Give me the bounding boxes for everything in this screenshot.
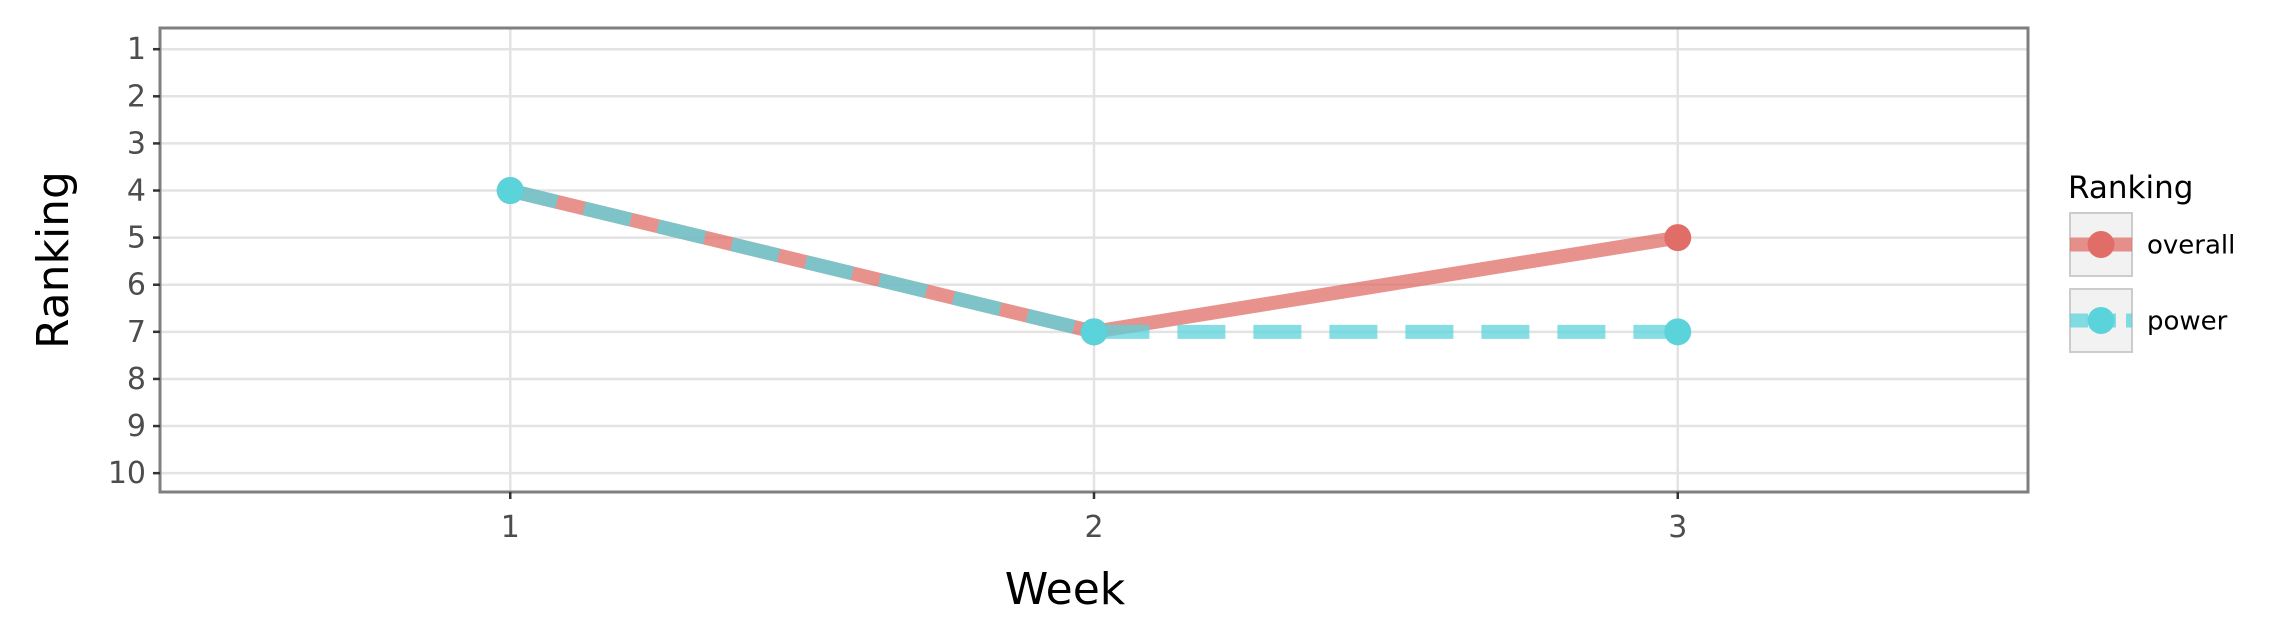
data-point-power xyxy=(496,177,524,205)
axes: 1 2 3 4 5 6 7 8 9 10 1 2 3 xyxy=(108,32,1687,545)
data-point-overall xyxy=(1664,224,1692,252)
y-tick-label: 9 xyxy=(127,409,146,444)
y-tick-label: 7 xyxy=(127,315,146,350)
y-tick-label: 10 xyxy=(108,456,146,491)
legend-title: Ranking xyxy=(2068,170,2193,206)
y-tick-label: 1 xyxy=(127,32,146,67)
series-layer xyxy=(496,177,1692,346)
legend-label-power: power xyxy=(2147,307,2228,337)
series-line-power xyxy=(508,183,1678,339)
legend-key-point-power xyxy=(2087,307,2115,334)
data-point-power xyxy=(1664,318,1692,346)
y-tick-label: 5 xyxy=(127,221,146,256)
x-axis-title: Week xyxy=(1005,564,1126,615)
y-tick-label: 6 xyxy=(127,268,146,303)
y-tick-label: 2 xyxy=(127,79,146,114)
x-tick-label: 2 xyxy=(1084,510,1103,545)
legend-key-point-overall xyxy=(2087,231,2115,258)
y-tick-label: 3 xyxy=(127,126,146,161)
y-tick-label: 8 xyxy=(127,362,146,397)
legend-label-overall: overall xyxy=(2147,231,2235,261)
y-tick-label: 4 xyxy=(127,174,146,209)
y-axis-title: Ranking xyxy=(28,171,79,349)
legend: Ranking overall power xyxy=(2068,170,2235,353)
data-point-power xyxy=(1080,318,1108,346)
x-tick-label: 3 xyxy=(1668,510,1687,545)
grid xyxy=(160,28,2028,492)
x-tick-label: 1 xyxy=(501,510,520,545)
